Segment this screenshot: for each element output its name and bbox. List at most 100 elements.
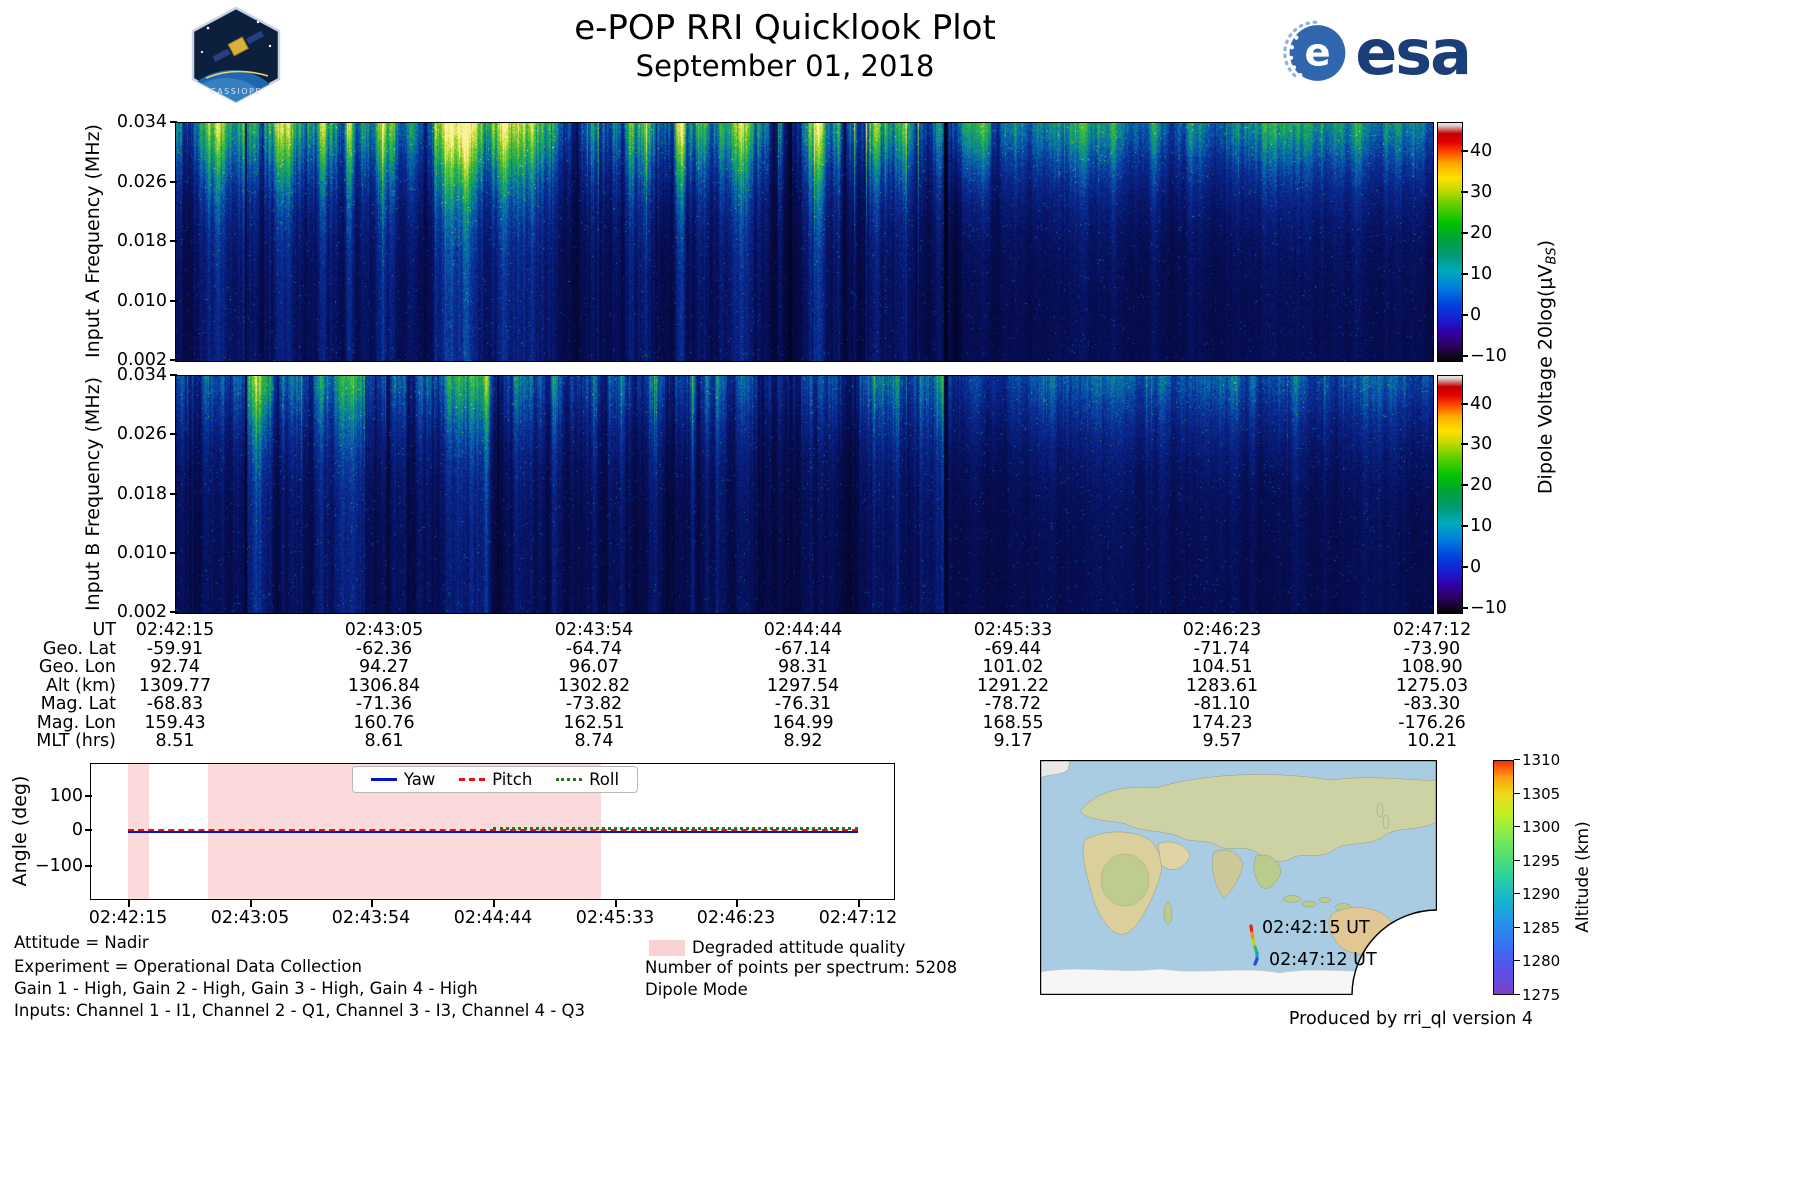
attitude-xtick: 02:42:15 [63, 900, 193, 928]
attitude-ytick: 0 [23, 820, 92, 840]
colorbar-a-tick: 0 [1461, 305, 1530, 325]
colorbar-b-tick: 10 [1461, 516, 1530, 536]
panel-b-ytick: 0.002 [103, 602, 177, 622]
colorbar-dipole-b [1437, 375, 1463, 614]
eph-row-label: Mag. Lat [40, 694, 116, 714]
svg-text:e: e [1304, 30, 1330, 75]
colorbar-a-tick: 30 [1461, 182, 1530, 202]
eph-cell: -81.10 [1193, 694, 1251, 714]
eph-cell: 9.17 [993, 731, 1033, 751]
eph-cell: -67.14 [774, 639, 832, 659]
panel-b-ytick: 0.026 [103, 424, 177, 444]
altitude-tick: 1285 [1514, 919, 1570, 937]
panel-a-ytick: 0.018 [103, 231, 177, 251]
esa-globe-icon: e [1283, 20, 1346, 81]
esa-wordmark: esa [1355, 16, 1472, 89]
legend-item-yaw: Yaw [370, 770, 436, 789]
attitude-xtick: 02:43:05 [185, 900, 315, 928]
eph-cell: -78.72 [984, 694, 1042, 714]
colorbar-b-tick: 40 [1461, 394, 1530, 414]
eph-cell: -73.90 [1403, 639, 1461, 659]
altitude-tick: 1310 [1514, 751, 1570, 769]
colorbar-b-tick: 20 [1461, 475, 1530, 495]
panel-a-ytick: 0.002 [103, 350, 177, 370]
altitude-tick: 1290 [1514, 885, 1570, 903]
altitude-tick: 1295 [1514, 852, 1570, 870]
eph-cell: 164.99 [772, 713, 834, 733]
eph-cell: 1291.22 [976, 676, 1050, 696]
eph-cell: 02:45:33 [973, 620, 1053, 640]
yaw-line-sample [370, 778, 397, 781]
panel-b-ylabel: Input B Frequency (MHz) [82, 377, 104, 611]
eph-cell: 108.90 [1401, 657, 1463, 677]
eph-cell: -76.31 [774, 694, 832, 714]
eph-cell: 9.57 [1202, 731, 1242, 751]
legend-label: Pitch [492, 770, 533, 789]
attitude-ytick: 100 [23, 786, 92, 806]
colorbar-b-tick: 0 [1461, 557, 1530, 577]
eph-cell: -68.83 [146, 694, 204, 714]
legend-label: Roll [589, 770, 620, 789]
eph-cell: 02:42:15 [135, 620, 215, 640]
eph-cell: 02:46:23 [1182, 620, 1262, 640]
eph-cell: -83.30 [1403, 694, 1461, 714]
eph-cell: 8.74 [574, 731, 614, 751]
attitude-xtick: 02:44:44 [428, 900, 558, 928]
panel-a-ytick: 0.010 [103, 291, 177, 311]
colorbar-label-subscript: BS [1544, 247, 1560, 265]
panel-a-ytick: 0.026 [103, 172, 177, 192]
esa-logo: e esa [1280, 16, 1472, 90]
panel-b-ytick: 0.010 [103, 543, 177, 563]
eph-cell: -69.44 [984, 639, 1042, 659]
eph-cell: 02:43:54 [554, 620, 634, 640]
eph-row-label: Geo. Lon [38, 657, 116, 677]
eph-cell: 101.02 [982, 657, 1044, 677]
eph-cell: 1302.82 [557, 676, 631, 696]
note-mode: Dipole Mode [645, 980, 748, 999]
eph-cell: -64.74 [565, 639, 623, 659]
cassiope-mission-patch: CASSIOPE [186, 6, 286, 104]
ground-track-map: 02:42:15 UT 02:47:12 UT [1039, 759, 1438, 996]
eph-row-label: Geo. Lat [42, 639, 116, 659]
attitude-legend: Yaw Pitch Roll [352, 766, 638, 793]
colorbar-dipole-label: Dipole Voltage 20log(μVBS) [1535, 240, 1560, 494]
eph-cell: 1283.61 [1185, 676, 1259, 696]
altitude-tick: 1280 [1514, 952, 1570, 970]
eph-row-label: Alt (km) [45, 676, 116, 696]
figure-header: e-POP RRI Quicklook Plot September 01, 2… [435, 8, 1135, 84]
eph-cell: 1306.84 [347, 676, 421, 696]
note-gains: Gain 1 - High, Gain 2 - High, Gain 3 - H… [14, 979, 478, 998]
panel-b-ytick: 0.018 [103, 484, 177, 504]
attitude-ytick: −100 [23, 856, 92, 876]
figure-title: e-POP RRI Quicklook Plot [574, 8, 996, 48]
eph-cell: 94.27 [358, 657, 410, 677]
eph-cell: 02:43:05 [344, 620, 424, 640]
track-start-label: 02:42:15 UT [1262, 918, 1370, 938]
eph-cell: 104.51 [1191, 657, 1253, 677]
eph-cell: -73.82 [565, 694, 623, 714]
colorbar-dipole-a [1437, 122, 1463, 362]
yaw-line [128, 831, 858, 833]
altitude-tick: 1300 [1514, 818, 1570, 836]
colorbar-label-suffix: ) [1534, 239, 1557, 248]
degraded-legend-swatch [649, 940, 685, 956]
legend-label: Yaw [403, 770, 436, 789]
attitude-xtick: 02:45:33 [550, 900, 680, 928]
eph-cell: 8.51 [155, 731, 195, 751]
panel-a-ytick: 0.034 [103, 112, 177, 132]
eph-cell: -62.36 [355, 639, 413, 659]
panel-a-ylabel: Input A Frequency (MHz) [82, 124, 104, 358]
spectrogram-b-canvas [176, 376, 1433, 613]
roll-line-sample [556, 778, 583, 781]
ground-track-icon [1249, 924, 1259, 966]
colorbar-a-tick: 20 [1461, 223, 1530, 243]
eph-cell: 1275.03 [1395, 676, 1469, 696]
pitch-line-sample [459, 778, 486, 781]
colorbar-a-tick: −10 [1461, 346, 1530, 366]
spectrogram-b-panel [175, 375, 1434, 614]
note-experiment: Experiment = Operational Data Collection [14, 957, 362, 976]
legend-item-pitch: Pitch [459, 770, 532, 789]
altitude-tick: 1275 [1514, 986, 1570, 1004]
spectrogram-a-canvas [176, 123, 1433, 361]
eph-cell: -71.36 [355, 694, 413, 714]
